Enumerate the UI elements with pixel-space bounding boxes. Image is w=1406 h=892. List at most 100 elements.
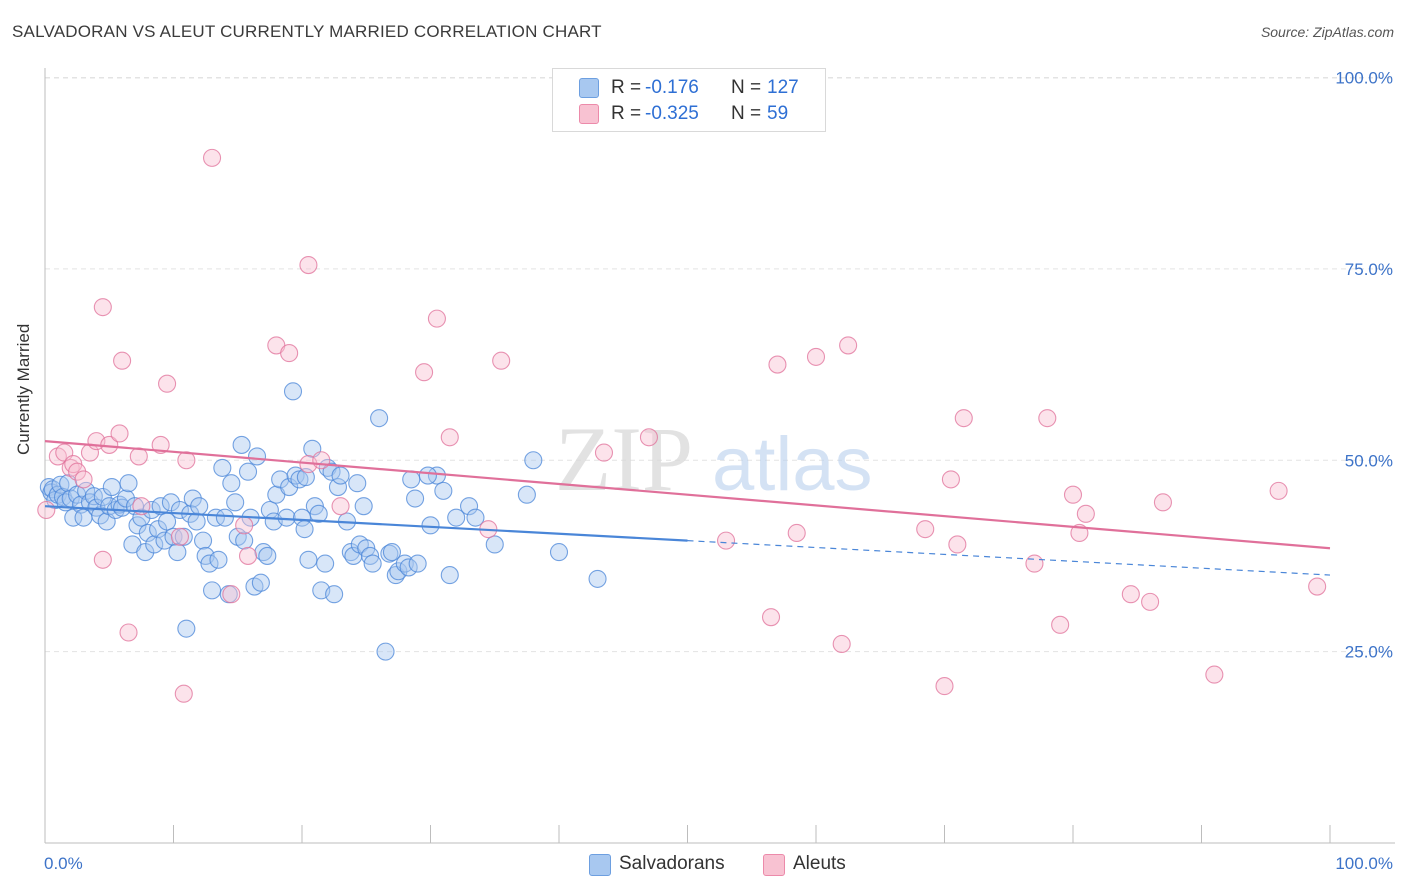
point-salvadorans bbox=[187, 512, 206, 531]
point-aleuts bbox=[1038, 409, 1057, 428]
trend-line-aleuts bbox=[44, 440, 1331, 550]
point-aleuts bbox=[916, 520, 935, 539]
point-aleuts bbox=[1063, 485, 1083, 504]
legend-r-label: R = bbox=[611, 103, 642, 124]
point-salvadorans bbox=[325, 585, 344, 604]
point-aleuts bbox=[280, 344, 299, 363]
watermark-zip: ZIP bbox=[555, 408, 693, 510]
point-salvadorans bbox=[226, 493, 245, 512]
axes bbox=[44, 68, 1395, 844]
point-salvadorans bbox=[215, 508, 234, 527]
point-aleuts bbox=[74, 470, 93, 489]
point-salvadorans bbox=[421, 516, 440, 535]
point-salvadorans bbox=[328, 477, 348, 497]
point-aleuts bbox=[440, 428, 459, 447]
point-salvadorans bbox=[389, 562, 408, 581]
point-aleuts bbox=[415, 363, 434, 382]
point-salvadorans bbox=[190, 497, 209, 516]
point-salvadorans bbox=[466, 508, 485, 527]
source-note: Source: ZipAtlas.com bbox=[1260, 24, 1394, 40]
y-tick-label: 100.0% bbox=[1335, 69, 1393, 88]
point-salvadorans bbox=[399, 558, 418, 577]
point-salvadorans bbox=[247, 447, 267, 466]
point-salvadorans bbox=[354, 497, 373, 516]
point-salvadorans bbox=[258, 546, 277, 565]
legend-label-salvadorans: Salvadorans bbox=[619, 853, 725, 874]
y-tick-label: 75.0% bbox=[1345, 260, 1393, 279]
point-salvadorans bbox=[316, 554, 335, 573]
point-aleuts bbox=[68, 462, 87, 481]
point-aleuts bbox=[832, 634, 851, 654]
point-salvadorans bbox=[309, 504, 328, 523]
correlation-legend: R = -0.176 N = 127 R = -0.325 N = 59 bbox=[552, 68, 826, 132]
legend-r-value: -0.325 bbox=[645, 103, 699, 124]
point-salvadorans bbox=[145, 535, 164, 554]
point-aleuts bbox=[177, 451, 196, 470]
legend-r-label: R = bbox=[611, 77, 642, 98]
point-salvadorans bbox=[485, 535, 504, 554]
point-aleuts bbox=[1308, 577, 1327, 596]
legend-label-aleuts: Aleuts bbox=[793, 853, 846, 874]
point-salvadorans bbox=[235, 531, 254, 550]
point-salvadorans bbox=[402, 470, 421, 489]
point-salvadorans bbox=[363, 554, 382, 573]
point-aleuts bbox=[806, 347, 826, 366]
point-salvadorans bbox=[238, 462, 258, 481]
point-salvadorans bbox=[194, 531, 213, 550]
y-tick-label: 50.0% bbox=[1345, 451, 1393, 470]
point-aleuts bbox=[1051, 615, 1070, 634]
point-salvadorans bbox=[406, 489, 425, 508]
point-aleuts bbox=[492, 351, 511, 370]
point-aleuts bbox=[299, 255, 318, 275]
point-aleuts bbox=[941, 470, 960, 489]
point-aleuts bbox=[113, 351, 132, 370]
legend-n-label: N = bbox=[731, 103, 762, 124]
point-salvadorans bbox=[440, 566, 459, 585]
point-aleuts bbox=[238, 546, 258, 565]
point-aleuts bbox=[935, 677, 954, 696]
point-aleuts bbox=[716, 531, 736, 550]
point-salvadorans bbox=[331, 466, 350, 485]
y-axis-label: Currently Married bbox=[14, 323, 33, 455]
point-aleuts bbox=[1269, 481, 1288, 500]
point-salvadorans bbox=[376, 642, 395, 661]
data-points bbox=[37, 148, 1327, 703]
point-salvadorans bbox=[142, 500, 161, 520]
point-aleuts bbox=[1025, 554, 1044, 573]
point-salvadorans bbox=[517, 485, 536, 504]
point-aleuts bbox=[1121, 585, 1140, 604]
point-aleuts bbox=[119, 623, 138, 642]
point-aleuts bbox=[312, 451, 331, 470]
point-salvadorans bbox=[222, 474, 241, 493]
y-tick-label: 25.0% bbox=[1345, 643, 1393, 662]
point-aleuts bbox=[151, 435, 170, 454]
point-salvadorans bbox=[299, 550, 318, 569]
point-aleuts bbox=[1076, 504, 1095, 523]
point-salvadorans bbox=[418, 466, 437, 485]
point-aleuts bbox=[761, 608, 781, 627]
point-salvadorans bbox=[200, 554, 219, 573]
point-salvadorans bbox=[151, 497, 170, 516]
point-salvadorans bbox=[524, 451, 543, 470]
trend-line-salvadorans-extrapolated bbox=[687, 540, 1331, 576]
point-aleuts bbox=[203, 148, 222, 167]
point-salvadorans bbox=[183, 489, 202, 508]
legend-n-value: 59 bbox=[767, 103, 789, 124]
point-salvadorans bbox=[232, 435, 251, 454]
trend-lines bbox=[44, 440, 1331, 576]
watermark-atlas: atlas bbox=[712, 422, 873, 507]
point-aleuts bbox=[954, 409, 973, 428]
point-salvadorans bbox=[277, 508, 296, 527]
point-salvadorans bbox=[168, 543, 187, 562]
point-salvadorans bbox=[93, 487, 112, 507]
point-salvadorans bbox=[203, 581, 222, 600]
x-tick-label: 100.0% bbox=[1335, 854, 1393, 873]
point-salvadorans bbox=[283, 382, 303, 401]
point-salvadorans bbox=[155, 531, 174, 550]
point-aleuts bbox=[93, 298, 112, 317]
point-aleuts bbox=[1141, 592, 1160, 611]
point-aleuts bbox=[222, 585, 241, 604]
point-salvadorans bbox=[164, 527, 183, 546]
point-aleuts bbox=[331, 497, 350, 516]
